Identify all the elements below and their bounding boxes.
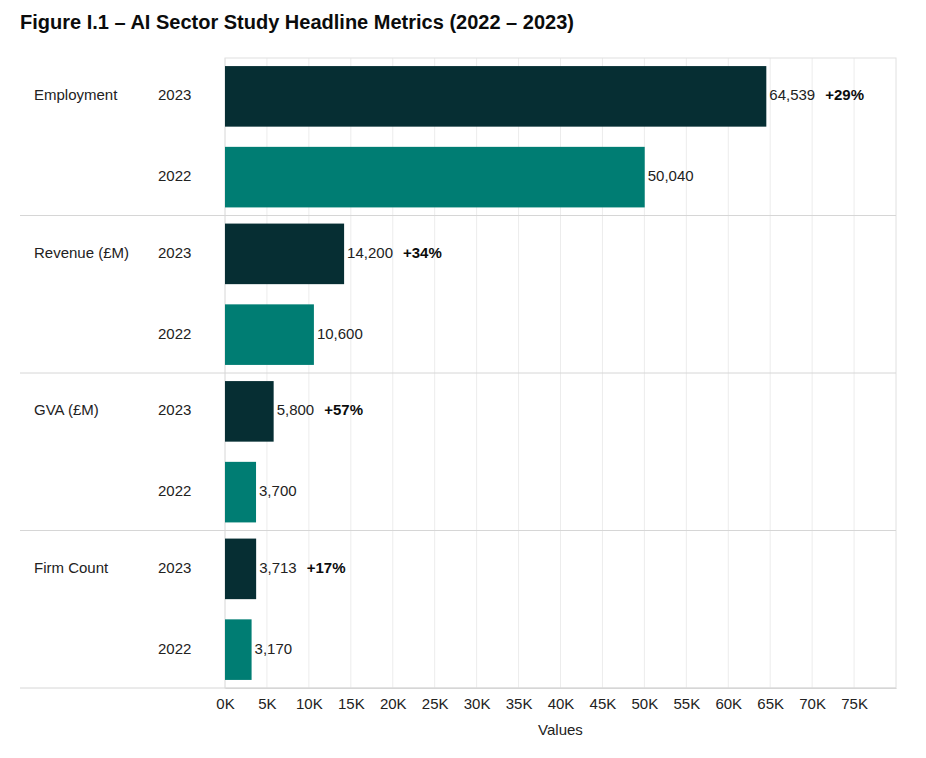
separator — [20, 215, 896, 216]
data-label: 14,200 — [347, 244, 393, 261]
annotation: +57% — [324, 401, 363, 418]
series-label: 2023 — [158, 86, 191, 103]
data-label: 3,713 — [259, 559, 297, 576]
tick: 55K — [673, 688, 700, 712]
tick-label: 35K — [506, 695, 533, 712]
tick-label: 55K — [673, 695, 700, 712]
tick: 65K — [757, 688, 784, 712]
tick: 70K — [799, 688, 826, 712]
tick-label: 70K — [799, 695, 826, 712]
bar — [225, 539, 256, 600]
bar — [225, 462, 256, 523]
tick: 25K — [422, 688, 449, 712]
tick: 10K — [296, 688, 323, 712]
tick-label: 45K — [590, 695, 617, 712]
tick-label: 25K — [422, 695, 449, 712]
tick: 45K — [590, 688, 617, 712]
bar — [225, 224, 344, 285]
bars — [225, 66, 766, 680]
data-label: 3,700 — [259, 482, 297, 499]
separator — [20, 530, 896, 531]
series-label: 2022 — [158, 167, 191, 184]
annotation: +29% — [825, 86, 864, 103]
tick: 40K — [548, 688, 575, 712]
data-label: 5,800 — [277, 401, 315, 418]
tick-label: 50K — [632, 695, 659, 712]
x-axis-title: Values — [538, 721, 583, 738]
x-axis: 0K 5K 10K 15K 20K 25K 30K 35K 40K 45K 50K 55K 60K 65K… — [216, 688, 896, 712]
tick-label: 15K — [338, 695, 365, 712]
category-label: Revenue (£M) — [34, 244, 129, 261]
bar — [225, 66, 766, 127]
separators — [20, 216, 896, 689]
tick: 50K — [632, 688, 659, 712]
category-label: Employment — [34, 86, 118, 103]
series-label: 2022 — [158, 482, 191, 499]
tick-label: 0K — [216, 695, 234, 712]
tick-label: 5K — [258, 695, 276, 712]
annotation: +17% — [307, 559, 346, 576]
tick: 5K — [258, 688, 276, 712]
category-label: GVA (£M) — [34, 401, 99, 418]
series-label: 2023 — [158, 401, 191, 418]
tick-label: 30K — [464, 695, 491, 712]
category-label: Firm Count — [34, 559, 109, 576]
series-label: 2023 — [158, 559, 191, 576]
bar — [225, 304, 314, 365]
tick: 0K — [216, 688, 234, 712]
tick-label: 65K — [757, 695, 784, 712]
annotation: +34% — [403, 244, 442, 261]
bar — [225, 381, 274, 442]
bar — [225, 147, 645, 208]
tick-label: 10K — [296, 695, 323, 712]
title: Figure I.1 – AI Sector Study Headline Me… — [20, 11, 574, 33]
tick-label: 20K — [380, 695, 407, 712]
chart: Figure I.1 – AI Sector Study Headline Me… — [0, 0, 926, 758]
tick: 20K — [380, 688, 407, 712]
series-label: 2022 — [158, 640, 191, 657]
tick: 15K — [338, 688, 365, 712]
series-label: 2022 — [158, 325, 191, 342]
tick: 75K — [841, 688, 868, 712]
tick-label: 60K — [715, 695, 742, 712]
tick-label: 40K — [548, 695, 575, 712]
data-label: 3,170 — [255, 640, 293, 657]
data-label: 64,539 — [769, 86, 815, 103]
separator — [20, 688, 896, 689]
tick-label: 75K — [841, 695, 868, 712]
data-label: 50,040 — [648, 167, 694, 184]
bar — [225, 619, 252, 680]
axis-line — [226, 688, 897, 689]
data-label: 10,600 — [317, 325, 363, 342]
separator — [20, 373, 896, 374]
series-label: 2023 — [158, 244, 191, 261]
labels: Employment 2023 64,539 +29% 2022 50,040 Revenu… — [34, 86, 864, 656]
tick: 35K — [506, 688, 533, 712]
tick: 60K — [715, 688, 742, 712]
tick: 30K — [464, 688, 491, 712]
